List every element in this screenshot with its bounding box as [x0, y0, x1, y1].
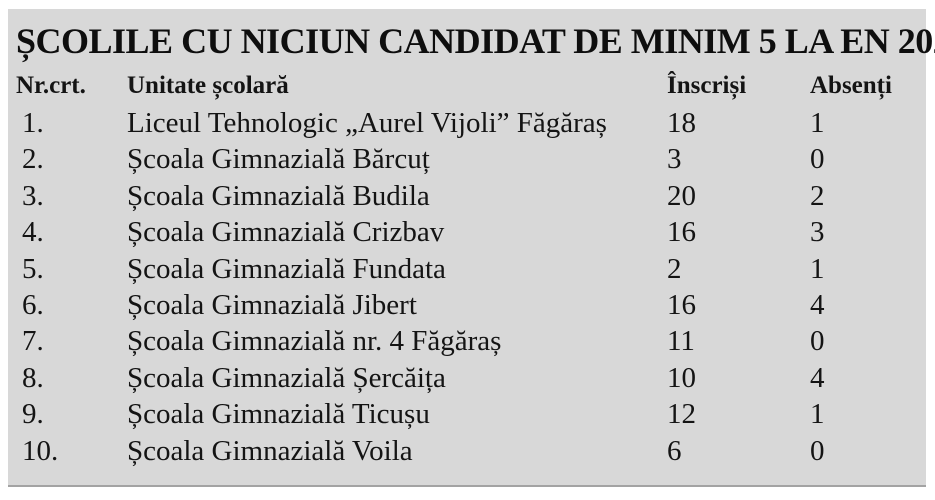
row-number: 7.: [22, 325, 44, 358]
absent-count: 2: [810, 179, 825, 212]
absent-count: 0: [810, 325, 825, 358]
school-name: Școala Gimnazială nr. 4 Făgăraș: [127, 325, 502, 358]
absent-count: 0: [810, 143, 825, 176]
absent-count: 0: [810, 434, 825, 467]
table-row: 8. Școala Gimnazială Șercăița 10 4: [16, 360, 926, 396]
school-name: Școala Gimnazială Budila: [127, 179, 430, 212]
enrolled-count: 18: [667, 107, 696, 139]
table-body: 1. Liceul Tehnologic „Aurel Vijoli” Făgă…: [16, 105, 926, 469]
table-row: 5. Școala Gimnazială Fundata 2 1: [16, 251, 926, 287]
absent-count: 1: [810, 398, 825, 431]
row-number: 4.: [22, 216, 44, 249]
school-name: Școala Gimnazială Bărcuț: [127, 143, 430, 176]
table-row: 3. Școala Gimnazială Budila 20 2: [16, 178, 926, 214]
school-name: Școala Gimnazială Voila: [127, 434, 413, 467]
enrolled-count: 16: [667, 289, 696, 322]
absent-count: 4: [810, 361, 825, 394]
enrolled-count: 10: [667, 361, 696, 394]
school-name: Școala Gimnazială Ticușu: [127, 398, 430, 431]
absent-count: 4: [810, 289, 825, 322]
column-header-inscrisi: Înscriși: [667, 72, 747, 99]
table-row: 1. Liceul Tehnologic „Aurel Vijoli” Făgă…: [16, 105, 926, 141]
table-row: 9. Școala Gimnazială Ticușu 12 1: [16, 396, 926, 432]
table-header-row: Nr.crt. Unitate școlară Înscriși Absenți: [16, 70, 926, 102]
row-number: 3.: [22, 179, 44, 212]
school-name: Școala Gimnazială Șercăița: [127, 361, 446, 394]
school-name: Școala Gimnazială Jibert: [127, 289, 417, 322]
column-header-unitate: Unitate școlară: [127, 72, 289, 99]
row-number: 6.: [22, 289, 44, 322]
table-row: 10. Școala Gimnazială Voila 6 0: [16, 433, 926, 469]
school-name: Liceul Tehnologic „Aurel Vijoli” Făgăraș: [127, 107, 607, 139]
table-title: ȘCOLILE CU NICIUN CANDIDAT DE MINIM 5 LA…: [16, 21, 935, 61]
absent-count: 3: [810, 216, 825, 249]
table-row: 6. Școala Gimnazială Jibert 16 4: [16, 287, 926, 323]
table-row: 4. Școala Gimnazială Crizbav 16 3: [16, 214, 926, 250]
table-panel: ȘCOLILE CU NICIUN CANDIDAT DE MINIM 5 LA…: [8, 9, 935, 487]
enrolled-count: 11: [667, 325, 695, 358]
table-row: 2. Școala Gimnazială Bărcuț 3 0: [16, 141, 926, 177]
row-number: 2.: [22, 143, 44, 176]
row-number: 5.: [22, 252, 44, 285]
school-name: Școala Gimnazială Fundata: [127, 252, 446, 285]
table-row: 7. Școala Gimnazială nr. 4 Făgăraș 11 0: [16, 323, 926, 359]
enrolled-count: 3: [667, 143, 682, 176]
enrolled-count: 16: [667, 216, 696, 249]
school-name: Școala Gimnazială Crizbav: [127, 216, 445, 249]
absent-count: 1: [810, 107, 825, 139]
enrolled-count: 6: [667, 434, 682, 467]
column-header-nr-crt: Nr.crt.: [16, 72, 86, 99]
enrolled-count: 20: [667, 179, 696, 212]
row-number: 10.: [22, 434, 59, 467]
row-number: 1.: [22, 107, 44, 139]
column-header-absenti: Absenți: [810, 72, 892, 99]
absent-count: 1: [810, 252, 825, 285]
row-number: 8.: [22, 361, 44, 394]
enrolled-count: 12: [667, 398, 696, 431]
row-number: 9.: [22, 398, 44, 431]
enrolled-count: 2: [667, 252, 682, 285]
